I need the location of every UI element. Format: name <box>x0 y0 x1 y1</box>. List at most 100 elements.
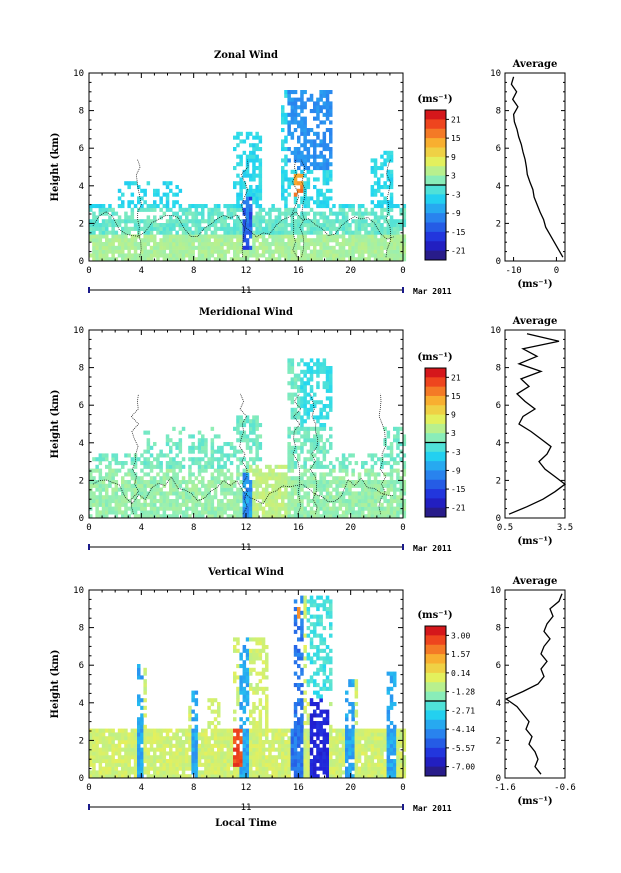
heatmap-cell <box>306 434 311 439</box>
heatmap-cell <box>255 641 259 646</box>
heatmap-cell <box>338 464 343 469</box>
heatmap-cell <box>281 464 285 469</box>
heatmap-cell <box>393 219 397 224</box>
heatmap-cell <box>95 226 99 231</box>
heatmap-cell <box>309 438 314 443</box>
heatmap-cell <box>137 185 141 190</box>
heatmap-cell <box>380 211 384 216</box>
heatmap-cell <box>194 774 199 779</box>
heatmap-cell <box>306 407 311 412</box>
heatmap-cell <box>101 245 106 250</box>
heatmap-cell <box>117 204 122 209</box>
heatmap-cell <box>386 434 391 439</box>
heatmap-cell <box>162 510 167 515</box>
heatmap-cell <box>191 434 195 439</box>
heatmap-cell <box>204 204 208 209</box>
heatmap-cell <box>290 430 295 435</box>
heatmap-cell <box>153 253 157 258</box>
heatmap-cell <box>117 234 122 239</box>
heatmap-cell <box>204 226 208 231</box>
heatmap-cell <box>178 743 183 748</box>
heatmap-cell <box>367 495 371 500</box>
heatmap-cell <box>319 97 323 102</box>
heatmap-cell <box>146 502 151 507</box>
heatmap-cell <box>181 223 186 228</box>
heatmap-cell <box>127 751 131 756</box>
heatmap-cell <box>236 491 240 496</box>
heatmap-cell <box>281 728 285 733</box>
heatmap-cell <box>332 751 336 756</box>
heatmap-cell <box>255 173 259 178</box>
heatmap-cell <box>233 762 237 767</box>
heatmap-cell <box>303 464 307 469</box>
heatmap-cell <box>149 461 154 466</box>
heatmap-cell <box>274 510 279 515</box>
heatmap-cell <box>325 686 330 691</box>
heatmap-cell <box>261 476 266 481</box>
heatmap-cell <box>249 219 253 224</box>
heatmap-cell <box>185 736 189 741</box>
heatmap-cell <box>284 747 288 752</box>
heatmap-cell <box>300 476 304 481</box>
heatmap-cell <box>255 476 259 481</box>
heatmap-cell <box>329 396 333 401</box>
heatmap-cell <box>175 219 179 224</box>
heatmap-cell <box>393 480 397 485</box>
heatmap-cell <box>217 510 221 515</box>
heatmap-cell <box>258 728 263 733</box>
heatmap-cell <box>255 652 259 657</box>
heatmap-cell <box>290 358 295 363</box>
heatmap-cell <box>258 724 263 729</box>
heatmap-cell <box>306 257 311 262</box>
heatmap-cell <box>242 766 247 771</box>
heatmap-cell <box>252 751 256 756</box>
heatmap-cell <box>319 664 323 669</box>
heatmap-cell <box>373 245 378 250</box>
heatmap-cell <box>281 242 285 247</box>
heatmap-cell <box>354 483 359 488</box>
heatmap-cell <box>220 480 224 485</box>
heatmap-cell <box>300 514 304 519</box>
heatmap-cell <box>130 245 135 250</box>
heatmap-cell <box>197 249 202 254</box>
heatmap-cell <box>271 230 275 235</box>
heatmap-cell <box>303 101 307 106</box>
heatmap-cell <box>201 449 205 454</box>
heatmap-cell <box>207 487 211 492</box>
heatmap-cell <box>89 207 93 212</box>
heatmap-cell <box>309 506 314 511</box>
heatmap-cell <box>172 242 176 247</box>
heatmap-cell <box>316 618 320 623</box>
heatmap-cell <box>293 154 298 159</box>
heatmap-cell <box>169 207 173 212</box>
heatmap-cell <box>284 177 288 182</box>
heatmap-cell <box>306 226 311 231</box>
heatmap-cell <box>140 245 144 250</box>
heatmap-cell <box>213 249 218 254</box>
heatmap-cell <box>402 249 407 254</box>
heatmap-cell <box>354 499 359 504</box>
heatmap-cell <box>245 671 250 676</box>
heatmap-cell <box>249 185 253 190</box>
heatmap-cell <box>194 257 199 262</box>
heatmap-cell <box>357 219 362 224</box>
heatmap-cell <box>114 732 119 737</box>
heatmap-cell <box>220 249 224 254</box>
heatmap-cell <box>261 215 266 220</box>
heatmap-cell <box>255 219 259 224</box>
heatmap-cell <box>127 185 131 190</box>
heatmap-cell <box>204 506 208 511</box>
heatmap-cell <box>213 476 218 481</box>
heatmap-cell <box>399 510 403 515</box>
heatmap-cell <box>402 438 407 443</box>
heatmap-cell <box>261 637 266 642</box>
heatmap-cell <box>281 139 285 144</box>
heatmap-cell <box>117 468 122 473</box>
heatmap-cell <box>252 215 256 220</box>
heatmap-cell <box>335 510 339 515</box>
heatmap-cell <box>249 495 253 500</box>
heatmap-cell <box>191 223 195 228</box>
heatmap-cell <box>338 491 343 496</box>
heatmap-cell <box>105 219 109 224</box>
